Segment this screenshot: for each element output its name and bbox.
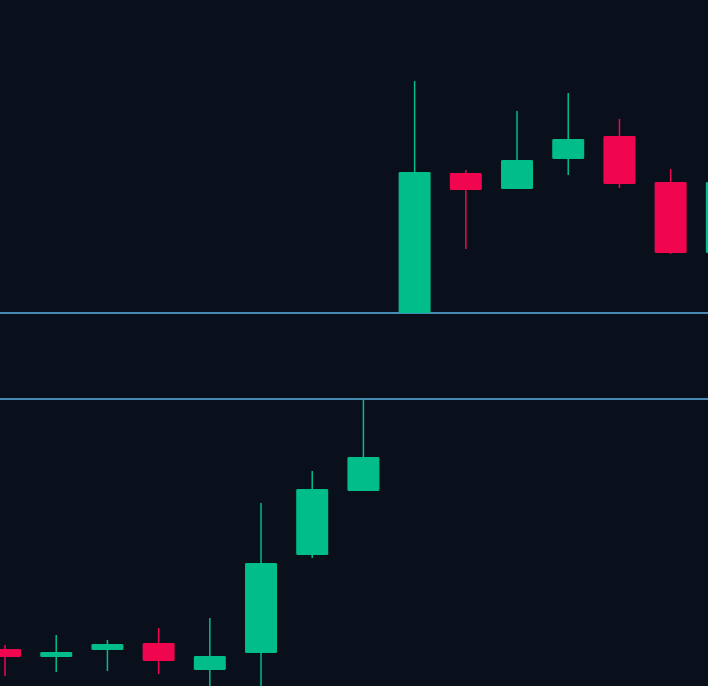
candle-body [347,457,380,491]
candle-body [552,139,585,159]
candle-body [501,160,534,189]
candle-body [142,643,175,661]
candle-body [0,649,22,657]
candle-body [705,182,708,253]
candle-body [40,652,73,657]
candle-body [449,173,482,190]
candle-body [245,563,278,653]
candle-body [654,182,687,253]
candle-body [91,644,124,650]
candle-body [398,172,431,313]
candle-body [296,489,329,555]
candle-body [603,136,636,184]
candle-body [193,656,226,670]
